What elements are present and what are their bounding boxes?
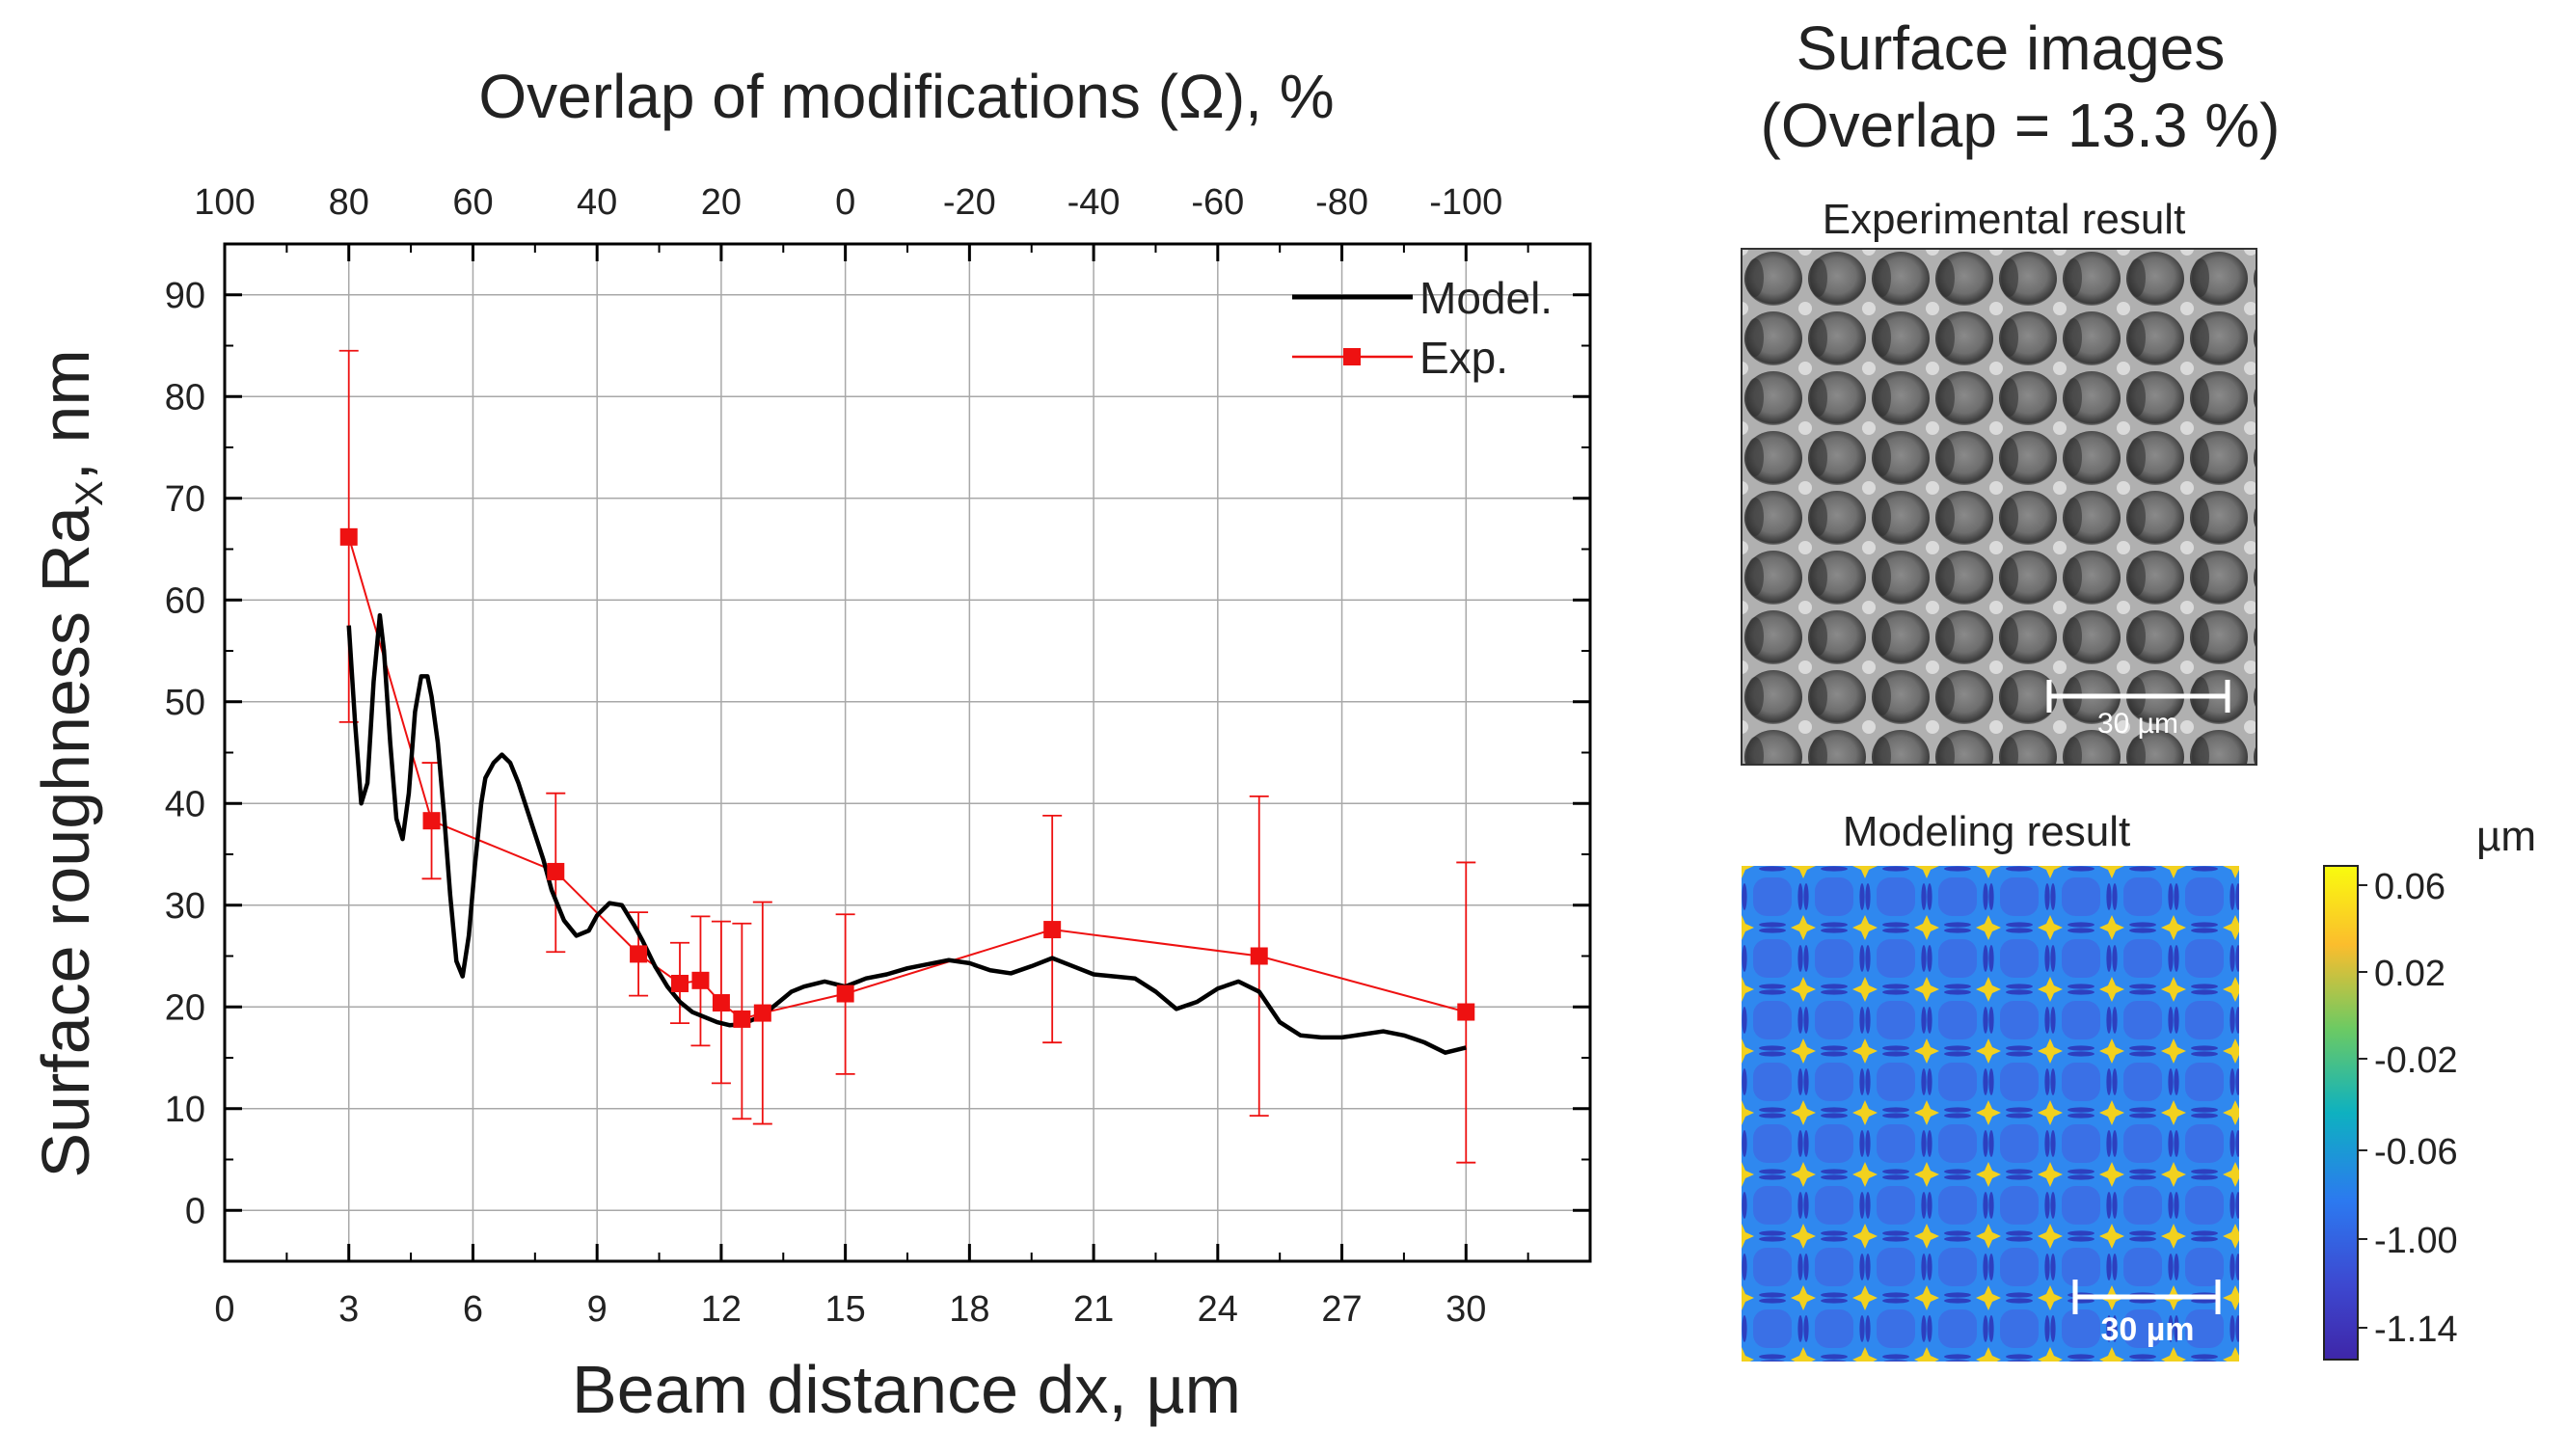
legend-exp-marker	[1343, 348, 1361, 365]
exp-point	[339, 527, 358, 546]
top-tick-label: 0	[835, 182, 855, 223]
exp-point	[630, 945, 648, 963]
chart-grid	[225, 244, 1590, 1261]
exp-point	[671, 974, 689, 992]
x-tick-label: 15	[824, 1289, 865, 1330]
top-tick-label: 40	[577, 182, 617, 223]
x-tick-label: 6	[463, 1289, 483, 1330]
x-tick-label: 9	[587, 1289, 608, 1330]
x-tick-label: 24	[1198, 1289, 1238, 1330]
exp-point	[753, 1004, 771, 1022]
modeling-scale-bar	[2072, 1280, 2221, 1314]
top-tick-label: -60	[1191, 182, 1244, 223]
x-axis-label: Beam distance dx, µm	[572, 1352, 1241, 1427]
experimental-result-label: Experimental result	[1823, 196, 2186, 243]
top-tick-label: 100	[194, 182, 255, 223]
x-tick-label: 21	[1073, 1289, 1114, 1330]
experimental-sem-image	[1741, 248, 2257, 766]
exp-point	[712, 994, 730, 1012]
panel-title-line2: (Overlap = 13.3 %)	[1761, 91, 2281, 160]
y-tick-label: 30	[165, 886, 205, 927]
top-tick-label: -40	[1067, 182, 1121, 223]
y-tick-label: 90	[165, 276, 205, 316]
exp-point	[836, 984, 854, 1003]
top-tick-label: -80	[1315, 182, 1368, 223]
experimental-scale-label: 30 µm	[2097, 708, 2178, 740]
colorbar-tick-label: -0.06	[2374, 1132, 2458, 1173]
top-tick-label: 60	[452, 182, 493, 223]
modeling-scale-label: 30 µm	[2100, 1311, 2194, 1348]
exp-point	[422, 812, 441, 830]
roughness-chart: Overlap of modifications (Ω), % 01003806…	[28, 62, 1592, 1427]
y-tick-label: 0	[185, 1191, 205, 1231]
exp-point	[547, 862, 565, 880]
chart-title: Overlap of modifications (Ω), %	[478, 62, 1334, 131]
y-tick-label: 60	[165, 580, 205, 621]
chart-legend: Model. Exp.	[1292, 273, 1553, 383]
y-tick-label: 80	[165, 377, 205, 418]
top-tick-label: 20	[701, 182, 742, 223]
y-tick-label: 50	[165, 683, 205, 723]
series-model-line	[346, 612, 1467, 1055]
y-tick-label: 20	[165, 987, 205, 1028]
y-tick-label: 40	[165, 784, 205, 824]
y-tick-label: 10	[165, 1090, 205, 1130]
x-tick-label: 12	[701, 1289, 742, 1330]
top-tick-label: -20	[943, 182, 996, 223]
x-tick-label: 3	[338, 1289, 359, 1330]
experimental-scale-bar	[2046, 680, 2230, 713]
surface-images-panel: Surface images (Overlap = 13.3 %) Experi…	[1741, 13, 2536, 1362]
legend-exp-label: Exp.	[1419, 333, 1508, 383]
x-tick-label: 30	[1446, 1289, 1486, 1330]
axis-ticks: 0100380660940122015018-2021-4024-6027-80…	[165, 182, 1590, 1330]
x-tick-label: 27	[1321, 1289, 1362, 1330]
modeling-result-label: Modeling result	[1843, 808, 2130, 855]
exp-point	[1043, 921, 1062, 939]
exp-point	[691, 971, 710, 989]
top-tick-label: 80	[329, 182, 369, 223]
colorbar-ticks: 0.06 0.02 -0.02 -0.06 -1.00 -1.14	[2358, 867, 2458, 1350]
colorbar-unit: µm	[2476, 813, 2536, 860]
panel-title-line1: Surface images	[1797, 13, 2226, 83]
colorbar	[2323, 865, 2359, 1361]
exp-point	[1250, 947, 1268, 965]
exp-point	[733, 1010, 751, 1028]
colorbar-tick-label: -0.02	[2374, 1040, 2458, 1081]
colorbar-tick-label: -1.14	[2374, 1309, 2458, 1350]
colorbar-tick-label: -1.00	[2374, 1221, 2458, 1261]
x-tick-label: 0	[214, 1289, 234, 1330]
legend-model-label: Model.	[1419, 273, 1553, 323]
exp-point	[1457, 1003, 1475, 1021]
colorbar-tick-label: 0.02	[2374, 954, 2445, 994]
y-axis-label: Surface roughness RaX, nm	[28, 349, 111, 1177]
top-tick-label: -100	[1429, 182, 1502, 223]
x-tick-label: 18	[949, 1289, 989, 1330]
colorbar-tick-label: 0.06	[2374, 867, 2445, 907]
modeling-heightmap-image	[1742, 866, 2239, 1362]
chart-series	[338, 349, 1476, 1164]
y-tick-label: 70	[165, 479, 205, 520]
